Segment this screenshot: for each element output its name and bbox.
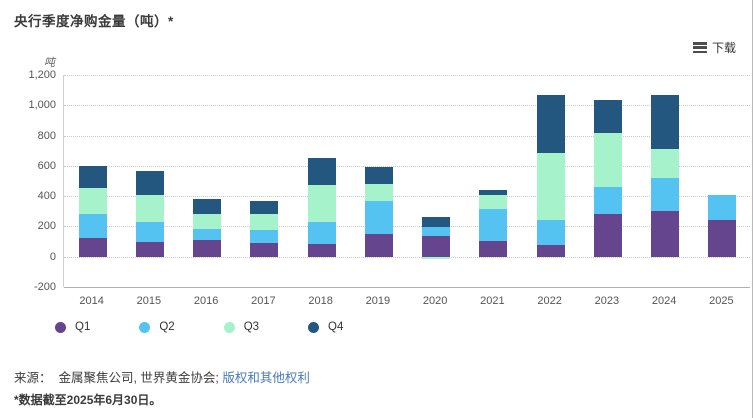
x-tick-label-2023: 2023	[594, 295, 620, 307]
legend-item-q1[interactable]: Q1	[55, 321, 90, 333]
plot-area	[63, 75, 750, 288]
bar-segment-q1-2019[interactable]	[364, 234, 393, 257]
bar-segment-q2-2022[interactable]	[536, 220, 565, 245]
bar-segment-q3-2019[interactable]	[364, 184, 393, 202]
legend-item-q4[interactable]: Q4	[308, 321, 343, 333]
bar-segment-q1-2025[interactable]	[708, 219, 737, 257]
y-axis-unit-label: 吨	[44, 57, 55, 69]
bar-segment-q2-2021[interactable]	[479, 209, 508, 241]
bar-segment-q3-2021[interactable]	[479, 194, 508, 209]
bar-segment-q4-2018[interactable]	[307, 158, 336, 185]
bar-segment-q2-2015[interactable]	[135, 221, 164, 242]
bar-segment-q1-2024[interactable]	[651, 210, 680, 257]
bar-segment-q4-2017[interactable]	[250, 200, 279, 215]
y-tick-label: 400	[37, 190, 56, 203]
bar-segment-q2-2014[interactable]	[78, 214, 107, 238]
bar-segment-q2-2017[interactable]	[250, 230, 279, 244]
x-tick-label-2017: 2017	[251, 295, 276, 307]
bar-segment-q1-2023[interactable]	[593, 213, 622, 257]
y-tick-label: 0	[49, 250, 56, 263]
bar-segment-q1-2015[interactable]	[135, 241, 164, 257]
bar-segment-q3-2016[interactable]	[193, 214, 222, 229]
chart-legend: Q1 Q2 Q3 Q4	[55, 321, 343, 333]
legend-label-q2: Q2	[159, 321, 175, 333]
bar-segment-q2-2016[interactable]	[193, 228, 222, 241]
bar-segment-q3-2014[interactable]	[78, 187, 107, 215]
bar-segment-q1-2014[interactable]	[78, 237, 107, 257]
bar-segment-q1-2016[interactable]	[193, 240, 222, 257]
bar-segment-q4-2021[interactable]	[479, 190, 508, 195]
x-tick-label-2019: 2019	[365, 295, 391, 307]
bar-segment-q4-2024[interactable]	[651, 94, 680, 150]
bar-segment-q1-2018[interactable]	[307, 243, 336, 257]
gridline	[64, 165, 750, 167]
legend-item-q3[interactable]: Q3	[223, 321, 260, 333]
legend-dot-q4	[308, 321, 320, 333]
source-text: 来源： 金属聚焦公司, 世界黄金协会; 版权和其他权利	[14, 367, 310, 386]
source-prefix: 来源： 金属聚焦公司, 世界黄金协会;	[14, 371, 223, 385]
gridline	[64, 256, 750, 258]
legend-dot-q3	[223, 321, 235, 333]
hamburger-menu-icon	[692, 42, 707, 53]
gridline	[64, 105, 750, 107]
bar-segment-q2-2018[interactable]	[307, 221, 336, 244]
download-button[interactable]: 下载	[692, 39, 736, 56]
legend-dot-q2	[139, 321, 151, 333]
bar-segment-q1-2021[interactable]	[479, 240, 508, 257]
legend-dot-q1	[55, 321, 66, 333]
bar-segment-q1-2020[interactable]	[422, 236, 451, 257]
gridline	[64, 75, 750, 76]
x-tick-label-2015: 2015	[136, 295, 162, 307]
legend-label-q3: Q3	[243, 321, 260, 333]
bar-segment-q3-2022[interactable]	[536, 152, 565, 221]
x-tick-label-2020: 2020	[422, 295, 448, 307]
gridline	[64, 196, 750, 198]
y-tick-label: 600	[37, 159, 56, 172]
y-tick-label: 800	[37, 129, 56, 142]
legend-label-q1: Q1	[75, 321, 91, 333]
bar-segment-q4-2016[interactable]	[193, 199, 222, 215]
legend-item-q2[interactable]: Q2	[139, 321, 175, 333]
x-tick-label-2018: 2018	[308, 295, 333, 307]
x-tick-label-2025: 2025	[709, 295, 734, 307]
bar-segment-q2-2024[interactable]	[651, 177, 680, 211]
bar-segment-q2-2023[interactable]	[593, 187, 622, 214]
y-tick-label: 1,200	[28, 69, 56, 81]
chart-title: 央行季度净购金量（吨）*	[14, 14, 174, 29]
footnote-text: *数据截至2025年6月30日。	[14, 393, 162, 407]
bar-segment-q2-2019[interactable]	[364, 201, 393, 234]
bar-segment-q4-2019[interactable]	[364, 166, 393, 185]
y-tick-label: 1,000	[28, 99, 56, 112]
gridline	[64, 135, 750, 137]
y-tick-label: -200	[33, 281, 56, 293]
bar-segment-q3-2018[interactable]	[307, 184, 336, 222]
bar-segment-q4-2014[interactable]	[78, 165, 107, 188]
y-tick-label: 200	[37, 220, 56, 233]
gridline	[64, 226, 750, 228]
x-tick-label-2014: 2014	[79, 295, 104, 307]
x-tick-label-2021: 2021	[480, 295, 505, 307]
rights-link[interactable]: 版权和其他权利	[222, 371, 310, 385]
bar-segment-q3-2020[interactable]	[422, 256, 451, 259]
bar-segment-q2-2020[interactable]	[422, 227, 451, 237]
bar-segment-q3-2023[interactable]	[593, 132, 622, 188]
bar-segment-q3-2024[interactable]	[651, 149, 680, 178]
legend-label-q4: Q4	[328, 321, 344, 333]
x-axis-line	[64, 287, 750, 288]
download-label: 下载	[711, 41, 736, 55]
bar-segment-q4-2022[interactable]	[536, 95, 565, 153]
bar-segment-q4-2023[interactable]	[593, 99, 622, 133]
bar-segment-q3-2017[interactable]	[250, 214, 279, 231]
bar-segment-q4-2020[interactable]	[422, 217, 451, 228]
x-tick-label-2022: 2022	[537, 295, 562, 307]
bar-segment-q2-2025[interactable]	[708, 194, 737, 220]
x-tick-label-2016: 2016	[193, 295, 219, 307]
bar-segment-q1-2017[interactable]	[250, 243, 279, 257]
bar-segment-q1-2022[interactable]	[536, 244, 565, 257]
bar-segment-q4-2015[interactable]	[135, 171, 164, 195]
bar-segment-q3-2015[interactable]	[135, 194, 164, 222]
x-tick-label-2024: 2024	[651, 295, 677, 307]
